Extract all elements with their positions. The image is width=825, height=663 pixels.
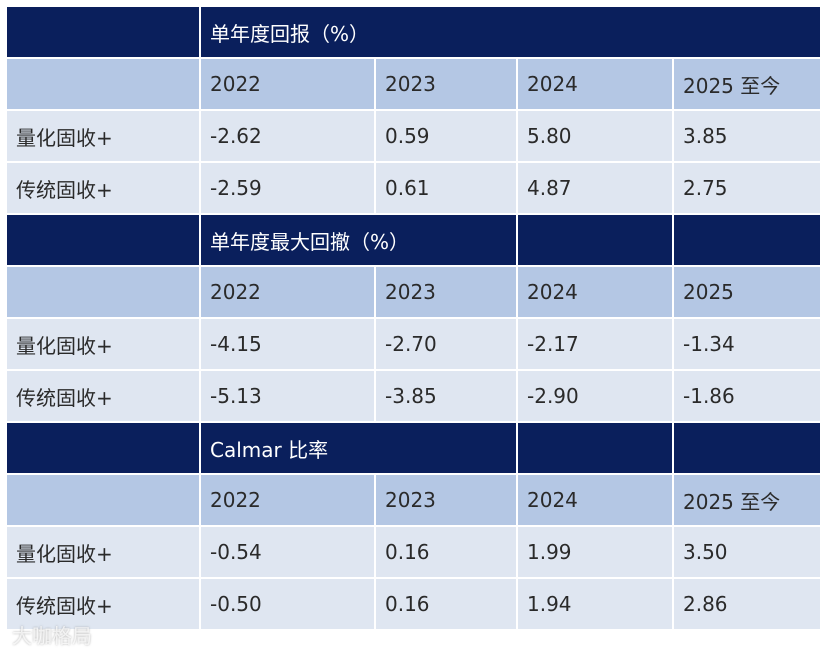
watermark: 大咖格局 bbox=[12, 624, 92, 648]
year-cell: 2022 bbox=[199, 473, 376, 527]
returns-table: 单年度回报（%） 2022 2023 2024 2025 至今 量化固收+ -2… bbox=[5, 5, 823, 631]
row-label: 传统固收+ bbox=[5, 577, 201, 631]
row-label: 量化固收+ bbox=[5, 317, 201, 371]
year-cell: 2022 bbox=[199, 57, 376, 111]
header-spacer-cell bbox=[516, 213, 674, 267]
table-row: 量化固收+ -2.62 0.59 5.80 3.85 bbox=[5, 109, 823, 163]
value-cell: 0.16 bbox=[374, 577, 518, 631]
value-cell: -5.13 bbox=[199, 369, 376, 423]
year-cell: 2023 bbox=[374, 265, 518, 319]
value-cell: 2.75 bbox=[671, 161, 823, 215]
year-cell: 2024 bbox=[516, 473, 674, 527]
section-title: Calmar 比率 bbox=[199, 421, 518, 475]
header-spacer-cell bbox=[5, 421, 201, 475]
value-cell: 4.87 bbox=[516, 161, 674, 215]
value-cell: 5.80 bbox=[516, 109, 674, 163]
value-cell: -4.15 bbox=[199, 317, 376, 371]
value-cell: -1.86 bbox=[671, 369, 823, 423]
year-row: 2022 2023 2024 2025 至今 bbox=[5, 57, 823, 111]
table-row: 传统固收+ -0.50 0.16 1.94 2.86 bbox=[5, 577, 823, 631]
value-cell: -2.62 bbox=[199, 109, 376, 163]
table-row: 传统固收+ -2.59 0.61 4.87 2.75 bbox=[5, 161, 823, 215]
header-spacer-cell bbox=[516, 421, 674, 475]
row-label: 传统固收+ bbox=[5, 161, 201, 215]
value-cell: -2.70 bbox=[374, 317, 518, 371]
year-cell: 2025 至今 bbox=[671, 57, 823, 111]
year-cell: 2025 bbox=[671, 265, 823, 319]
value-cell: -3.85 bbox=[374, 369, 518, 423]
value-cell: 0.61 bbox=[374, 161, 518, 215]
section-header-max-drawdown: 单年度最大回撤（%） bbox=[5, 213, 823, 267]
value-cell: -2.59 bbox=[199, 161, 376, 215]
table-row: 量化固收+ -0.54 0.16 1.99 3.50 bbox=[5, 525, 823, 579]
returns-table-container: 单年度回报（%） 2022 2023 2024 2025 至今 量化固收+ -2… bbox=[5, 5, 823, 631]
table-row: 传统固收+ -5.13 -3.85 -2.90 -1.86 bbox=[5, 369, 823, 423]
header-spacer-cell bbox=[671, 421, 823, 475]
table-row: 量化固收+ -4.15 -2.70 -2.17 -1.34 bbox=[5, 317, 823, 371]
section-header-calmar: Calmar 比率 bbox=[5, 421, 823, 475]
value-cell: 1.99 bbox=[516, 525, 674, 579]
section-title: 单年度回报（%） bbox=[198, 5, 823, 59]
year-cell: 2023 bbox=[374, 473, 518, 527]
year-row-label-cell bbox=[5, 57, 201, 111]
value-cell: -0.54 bbox=[199, 525, 376, 579]
header-spacer-cell bbox=[5, 213, 201, 267]
value-cell: 3.85 bbox=[671, 109, 823, 163]
section-header-annual-return: 单年度回报（%） bbox=[5, 5, 823, 59]
year-row: 2022 2023 2024 2025 至今 bbox=[5, 473, 823, 527]
year-cell: 2022 bbox=[199, 265, 376, 319]
section-title: 单年度最大回撤（%） bbox=[199, 213, 518, 267]
row-label: 量化固收+ bbox=[5, 525, 201, 579]
value-cell: -2.90 bbox=[516, 369, 674, 423]
header-spacer-cell bbox=[671, 213, 823, 267]
value-cell: -1.34 bbox=[671, 317, 823, 371]
row-label: 传统固收+ bbox=[5, 369, 201, 423]
year-row-label-cell bbox=[5, 265, 201, 319]
year-cell: 2024 bbox=[516, 57, 674, 111]
value-cell: 0.16 bbox=[374, 525, 518, 579]
year-cell: 2024 bbox=[516, 265, 674, 319]
year-cell: 2025 至今 bbox=[671, 473, 823, 527]
value-cell: 0.59 bbox=[374, 109, 518, 163]
value-cell: 1.94 bbox=[516, 577, 674, 631]
year-row: 2022 2023 2024 2025 bbox=[5, 265, 823, 319]
value-cell: -0.50 bbox=[199, 577, 376, 631]
value-cell: 2.86 bbox=[671, 577, 823, 631]
year-cell: 2023 bbox=[374, 57, 518, 111]
value-cell: 3.50 bbox=[671, 525, 823, 579]
row-label: 量化固收+ bbox=[5, 109, 201, 163]
year-row-label-cell bbox=[5, 473, 201, 527]
value-cell: -2.17 bbox=[516, 317, 674, 371]
header-spacer-cell bbox=[5, 5, 201, 59]
